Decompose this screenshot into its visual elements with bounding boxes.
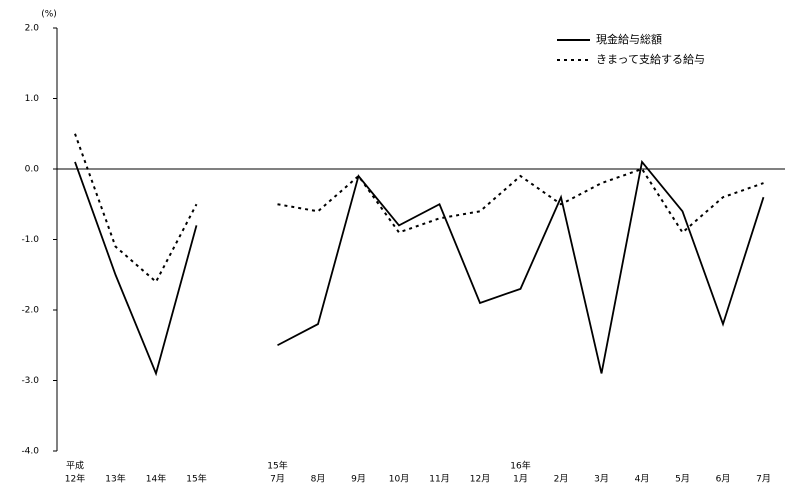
- x-tick-label: 4月: [635, 474, 650, 485]
- x-tick-label: 11月: [429, 474, 449, 485]
- x-group-label: 16年: [510, 460, 530, 472]
- x-group-label: 平成: [66, 460, 84, 472]
- legend-label: 現金給与総額: [596, 32, 662, 46]
- x-tick-label: 12月: [470, 474, 490, 485]
- y-tick-label: -4.0: [21, 447, 39, 457]
- x-tick-label: 9月: [351, 474, 366, 485]
- x-tick-label: 12年: [65, 473, 85, 485]
- x-tick-label: 14年: [146, 473, 166, 485]
- y-unit-label: (%): [41, 10, 57, 20]
- x-tick-label: 3月: [594, 474, 609, 485]
- x-tick-label: 15年: [186, 473, 206, 485]
- x-tick-label: 7月: [756, 474, 771, 485]
- series-line: [74, 133, 764, 284]
- x-tick-label: 6月: [716, 474, 731, 485]
- y-tick-label: 1.0: [25, 94, 40, 104]
- x-tick-label: 10月: [389, 474, 409, 485]
- y-tick-label: -1.0: [21, 235, 39, 245]
- y-tick-label: 2.0: [25, 24, 40, 34]
- x-tick-label: 7月: [270, 474, 285, 485]
- x-tick-label: 1月: [513, 474, 528, 485]
- x-tick-label: 8月: [311, 474, 326, 485]
- x-tick-label: 2月: [554, 474, 569, 485]
- x-tick-label: 13年: [105, 473, 125, 485]
- series-line: [74, 159, 765, 377]
- y-tick-label: 0.0: [25, 165, 40, 175]
- x-group-label: 15年: [267, 460, 287, 472]
- legend-label: きまって支給する給与: [596, 52, 705, 66]
- y-tick-label: -2.0: [21, 306, 39, 316]
- y-tick-label: -3.0: [21, 376, 39, 386]
- x-tick-label: 5月: [675, 474, 690, 485]
